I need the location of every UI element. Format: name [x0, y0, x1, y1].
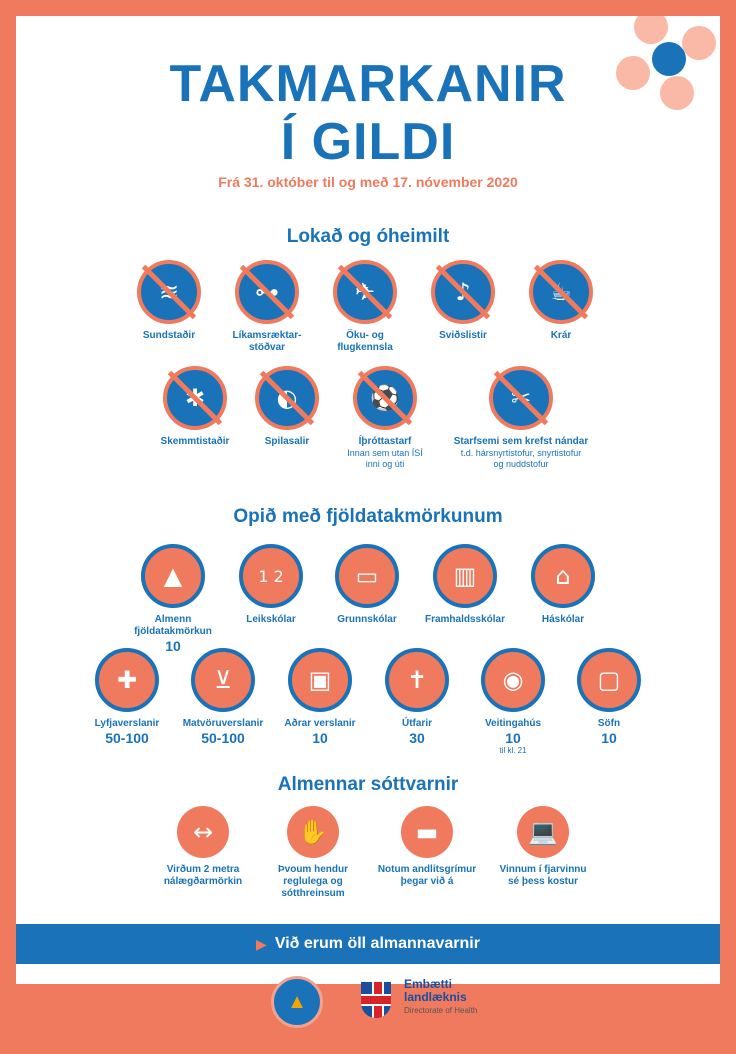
gym-icon: ⊶	[235, 260, 299, 324]
page-title-line1: TAKMARKANIR	[169, 55, 567, 113]
close-contact-services-icon: ✂	[489, 366, 553, 430]
primary-school-icon: ▭	[335, 544, 399, 608]
general-item-distance: ↔ Virðum 2 metra nálægðarmörkin	[128, 806, 278, 888]
face-mask-icon: ▬	[401, 806, 453, 858]
open-item-pharmacy: ✚ Lyfjaverslanir 50-100	[52, 648, 202, 746]
closed-item-nightclub: ✱ Skemmtistaðir	[120, 366, 270, 448]
open-item-funeral: ✝ Útfarir 30	[342, 648, 492, 746]
slogan-text: Við erum öll almannavarnir	[274, 935, 480, 952]
closed-item-sports: ⚽ Íþróttastarf Innan sem utan ÍSÍ inni o…	[310, 366, 460, 470]
general-item-face-mask: ▬ Notum andlitsgrímur þegar við á	[352, 806, 502, 888]
open-item-primary-school: ▭ Grunnskólar	[292, 544, 442, 626]
sports-icon: ⚽	[353, 366, 417, 430]
nightclub-icon: ✱	[163, 366, 227, 430]
decorative-dots	[610, 16, 720, 126]
funeral-icon: ✝	[385, 648, 449, 712]
slogan-banner: ▶ Við erum öll almannavarnir	[16, 924, 720, 964]
open-item-grocery: ⊻ Matvöruverslanir 50-100	[148, 648, 298, 746]
distance-icon: ↔	[177, 806, 229, 858]
open-item-secondary-school: ▥ Framhaldsskólar	[390, 544, 540, 626]
grocery-icon: ⊻	[191, 648, 255, 712]
university-icon: ⌂	[531, 544, 595, 608]
restaurant-icon: ◉	[481, 648, 545, 712]
kindergarten-icon: 1 2	[239, 544, 303, 608]
page-title-line2: Í GILDI	[280, 113, 456, 171]
open-item-kindergarten: 1 2 Leikskólar	[196, 544, 346, 626]
closed-item-close-contact: ✂ Starfsemi sem krefst nándar t.d. hársn…	[431, 366, 611, 470]
driving-lesson-icon: ✈	[333, 260, 397, 324]
general-item-remote-work: 💻 Vinnum í fjarvinnu sé þess kostur	[468, 806, 618, 888]
civil-protection-logo-icon: ▲	[271, 976, 323, 1028]
open-section-title: Opið með fjöldatakmörkunum	[233, 506, 503, 527]
arrow-icon: ▶	[256, 935, 267, 952]
closed-item-driving: ✈ Öku- og flugkennsla	[290, 260, 440, 354]
directorate-logo: Embætti landlæknis Directorate of Health	[404, 977, 478, 1016]
general-item-hand-wash: ✋ Þvoum hendur reglulega og sótthreinsum	[238, 806, 388, 900]
dot-icon	[634, 16, 668, 44]
open-item-museum: ▢ Söfn 10	[534, 648, 684, 746]
open-item-restaurant: ◉ Veitingahús 10 til kl. 21	[438, 648, 588, 756]
secondary-school-icon: ▥	[433, 544, 497, 608]
performing-arts-icon: ♪	[431, 260, 495, 324]
general-section-title: Almennar sóttvarnir	[277, 774, 459, 795]
date-range: Frá 31. október til og með 17. nóvember …	[218, 174, 518, 190]
open-item-group-limit: ▲ Almenn fjöldatakmörkun 10	[98, 544, 248, 654]
closed-item-pub: ☕ Krár	[486, 260, 636, 342]
closed-item-performing-arts: ♪ Sviðslistir	[388, 260, 538, 342]
pub-icon: ☕	[529, 260, 593, 324]
swimming-icon: ≋	[137, 260, 201, 324]
poster: TAKMARKANIR Í GILDI Frá 31. október til …	[16, 16, 720, 984]
pharmacy-icon: ✚	[95, 648, 159, 712]
dot-icon	[682, 26, 716, 60]
open-item-other-shops: ▣ Aðrar verslanir 10	[245, 648, 395, 746]
footer: ▲ Embætti landlæknis Directorate of Heal…	[16, 976, 720, 1054]
dot-icon	[660, 76, 694, 110]
other-shops-icon: ▣	[288, 648, 352, 712]
museum-icon: ▢	[577, 648, 641, 712]
arcade-icon: ◐	[255, 366, 319, 430]
closed-item-arcade: ◐ Spilasalir	[212, 366, 362, 448]
dot-icon	[652, 42, 686, 76]
closed-section-title: Lokað og óheimilt	[286, 226, 450, 247]
closed-item-swimming: ≋ Sundstaðir	[94, 260, 244, 342]
hand-wash-icon: ✋	[287, 806, 339, 858]
group-limit-icon: ▲	[141, 544, 205, 608]
dot-icon	[616, 56, 650, 90]
remote-work-icon: 💻	[517, 806, 569, 858]
coat-of-arms-icon	[354, 976, 398, 1024]
closed-item-gym: ⊶ Líkamsræktar- stöðvar	[192, 260, 342, 354]
open-item-university: ⌂ Háskólar	[488, 544, 638, 626]
